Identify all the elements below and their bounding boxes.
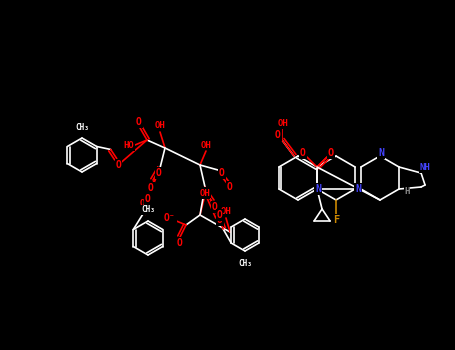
Text: O: O bbox=[227, 182, 233, 192]
Text: O: O bbox=[212, 202, 218, 212]
Text: O: O bbox=[219, 168, 225, 178]
Text: CH₃: CH₃ bbox=[238, 259, 252, 267]
Text: HO: HO bbox=[124, 141, 134, 150]
Text: O⁻: O⁻ bbox=[164, 213, 176, 223]
Text: O: O bbox=[275, 130, 281, 140]
Text: OH: OH bbox=[200, 189, 210, 197]
Text: F: F bbox=[333, 215, 339, 225]
Text: N: N bbox=[378, 148, 384, 158]
Text: H: H bbox=[404, 187, 410, 196]
Text: O: O bbox=[177, 238, 183, 248]
Text: OH: OH bbox=[201, 140, 212, 149]
Text: OH: OH bbox=[221, 208, 232, 217]
Text: O: O bbox=[136, 117, 142, 127]
Text: N: N bbox=[315, 184, 321, 194]
Text: O: O bbox=[116, 160, 121, 169]
Text: O: O bbox=[144, 195, 150, 204]
Text: NH: NH bbox=[420, 163, 430, 173]
Text: O: O bbox=[328, 148, 334, 158]
Text: O: O bbox=[216, 210, 222, 220]
Text: OH: OH bbox=[140, 198, 150, 208]
Text: CH₃: CH₃ bbox=[75, 122, 89, 132]
Text: O: O bbox=[156, 168, 162, 178]
Text: N: N bbox=[355, 184, 361, 194]
Text: OH: OH bbox=[155, 121, 165, 131]
Text: O: O bbox=[217, 215, 223, 225]
Text: O: O bbox=[300, 148, 306, 158]
Text: O: O bbox=[148, 183, 154, 193]
Text: OH: OH bbox=[278, 119, 288, 128]
Text: CH₃: CH₃ bbox=[141, 205, 155, 215]
Text: O: O bbox=[203, 188, 209, 198]
